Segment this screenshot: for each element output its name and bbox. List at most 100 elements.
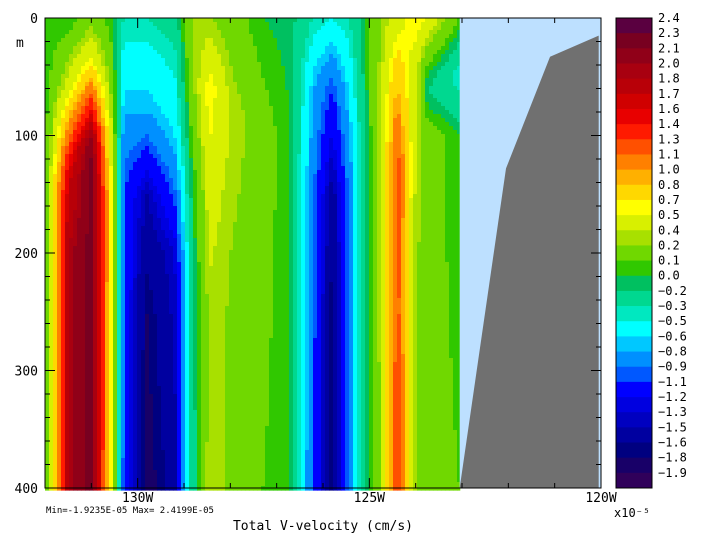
field-cell — [217, 86, 222, 91]
field-cell — [353, 114, 358, 119]
field-cell — [77, 106, 82, 111]
field-cell — [117, 162, 122, 167]
field-cell — [141, 198, 146, 203]
field-cell — [193, 102, 198, 107]
field-cell — [89, 182, 94, 187]
field-cell — [373, 90, 378, 95]
field-cell — [325, 86, 330, 91]
field-cell — [217, 198, 222, 203]
field-cell — [457, 146, 461, 151]
field-cell — [161, 50, 166, 55]
field-cell — [325, 186, 330, 191]
field-cell — [377, 162, 382, 167]
field-cell — [113, 42, 118, 47]
field-cell — [117, 130, 122, 135]
field-cell — [205, 198, 210, 203]
field-cell — [281, 150, 286, 155]
field-cell — [121, 54, 126, 59]
field-cell — [121, 46, 126, 51]
field-cell — [217, 190, 222, 195]
field-cell — [389, 118, 394, 123]
field-cell — [133, 78, 138, 83]
field-cell — [257, 74, 262, 79]
field-cell — [445, 18, 450, 23]
field-cell — [425, 126, 430, 131]
field-cell — [445, 110, 450, 115]
field-cell — [161, 138, 166, 143]
field-cell — [277, 86, 282, 91]
field-cell — [205, 94, 210, 99]
field-cell — [73, 114, 78, 119]
field-cell — [77, 142, 82, 147]
field-cell — [105, 66, 110, 71]
field-cell — [89, 38, 94, 43]
field-cell — [161, 34, 166, 39]
field-cell — [301, 38, 306, 43]
field-cell — [145, 170, 150, 175]
field-cell — [425, 182, 430, 187]
field-cell — [441, 154, 446, 159]
field-cell — [97, 150, 102, 155]
field-cell — [321, 106, 326, 111]
field-cell — [333, 134, 338, 139]
field-cell — [277, 174, 282, 179]
field-cell — [77, 38, 82, 43]
field-cell — [409, 174, 414, 179]
field-cell — [249, 206, 254, 211]
field-cell — [205, 34, 210, 39]
field-cell — [329, 130, 334, 135]
field-cell — [117, 126, 122, 131]
field-cell — [333, 22, 338, 27]
field-cell — [405, 42, 410, 47]
field-cell — [373, 62, 378, 67]
field-cell — [329, 94, 334, 99]
field-cell — [45, 74, 50, 79]
field-cell — [69, 206, 74, 211]
field-cell — [325, 22, 330, 27]
field-cell — [389, 46, 394, 51]
field-cell — [301, 178, 306, 183]
field-cell — [173, 162, 178, 167]
field-cell — [189, 186, 194, 191]
field-cell — [229, 158, 234, 163]
field-cell — [289, 142, 294, 147]
field-cell — [217, 94, 222, 99]
field-cell — [329, 78, 334, 83]
field-cell — [401, 86, 406, 91]
field-cell — [349, 86, 354, 91]
field-cell — [405, 198, 410, 203]
field-cell — [449, 102, 454, 107]
field-cell — [261, 98, 266, 103]
field-cell — [209, 78, 214, 83]
field-cell — [309, 46, 314, 51]
field-cell — [205, 126, 210, 131]
field-cell — [73, 30, 78, 35]
field-cell — [305, 122, 310, 127]
field-cell — [397, 74, 402, 79]
field-cell — [349, 110, 354, 115]
field-cell — [161, 186, 166, 191]
field-cell — [241, 54, 246, 59]
field-cell — [105, 30, 110, 35]
field-cell — [153, 198, 158, 203]
field-cell — [193, 34, 198, 39]
field-cell — [293, 98, 298, 103]
field-cell — [421, 146, 426, 151]
field-cell — [249, 134, 254, 139]
field-cell — [241, 118, 246, 123]
field-cell — [365, 126, 370, 131]
field-cell — [437, 26, 442, 31]
field-cell — [85, 102, 90, 107]
field-cell — [353, 186, 358, 191]
field-cell — [313, 174, 318, 179]
field-cell — [417, 30, 422, 35]
field-cell — [425, 18, 430, 23]
field-cell — [321, 158, 326, 163]
field-cell — [313, 126, 318, 131]
field-cell — [321, 202, 326, 207]
field-cell — [245, 146, 250, 151]
field-cell — [77, 94, 82, 99]
field-cell — [345, 54, 350, 59]
field-cell — [109, 194, 114, 199]
field-cell — [285, 174, 290, 179]
